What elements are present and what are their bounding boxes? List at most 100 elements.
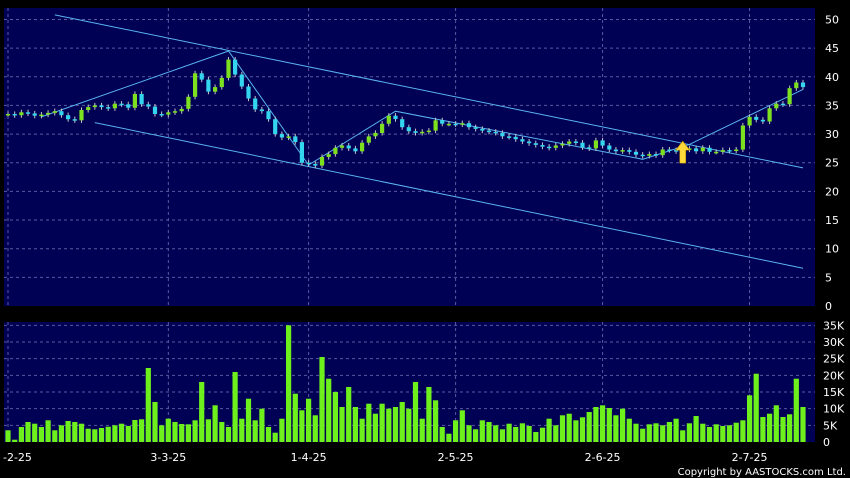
volume-bar [232,372,238,442]
volume-bar [693,416,699,442]
volume-bar [620,408,626,442]
candle [166,109,171,118]
candle-body [540,145,545,147]
volume-bar [439,427,445,442]
candle [794,79,799,91]
trendline-zigzag [41,50,804,166]
candle-body [99,105,104,108]
candle-body [500,132,505,137]
candle-body [132,94,137,108]
candle [573,138,578,146]
candle [286,133,291,141]
x-axis: -2-25 3-3-25 1-4-25 2-5-25 2-6-25 2-7-25 [3,451,768,464]
volume-tick-label: 30K [823,336,845,349]
volume-bar [586,412,592,442]
candle-body [720,150,725,152]
volume-bar [65,421,71,442]
candle [72,116,77,123]
volume-bar [199,382,205,442]
candle-body [346,145,351,149]
candle-body [166,112,171,115]
candle [400,116,405,130]
volume-bar [600,405,606,442]
candle-body [774,103,779,109]
volume-bar [660,425,666,442]
volume-bar [733,422,739,442]
candle-body [533,143,538,145]
candle-body [420,131,425,134]
volume-bar [165,418,171,442]
candle-body [79,110,84,121]
candle-body [520,139,525,142]
volume-bar [539,427,546,442]
candle-body [727,150,732,152]
candle-body [313,163,318,166]
candle [353,145,358,154]
candle-body [767,108,772,122]
candle [99,102,104,110]
candle-body [700,147,705,152]
volume-bar [5,430,11,442]
candle-body [473,127,478,129]
candle [66,112,71,122]
candle-body [647,154,652,156]
candle-body [760,119,765,122]
volume-bar [18,427,24,442]
candle-body [339,145,345,148]
candle-body [72,119,77,121]
candle [386,113,391,127]
candle-body [466,123,472,128]
candle-body [633,151,639,155]
candle-body [353,148,358,152]
candle [740,122,745,153]
candle-body [714,151,719,154]
volume-bar [52,430,58,442]
candle-body [747,116,752,126]
volume-bar [332,392,338,442]
price-panel: 0 5 10 15 20 25 30 35 40 45 50 [4,8,839,313]
volume-tick-label: 10K [823,403,845,416]
candle [480,126,485,134]
volume-bar [760,417,766,442]
candle [146,101,151,110]
candle-body [674,150,679,152]
x-tick-label: -2-25 [3,451,32,464]
candle-body [226,59,231,78]
candle-body [239,74,244,87]
volume-bar [653,423,659,442]
candle-body [186,96,191,109]
candle [172,108,178,115]
volume-bar [239,418,245,442]
volume-bar [38,427,44,442]
candle-body [112,103,117,109]
candle-body [393,115,398,120]
price-tick-label: 20 [825,185,839,198]
x-tick-label: 2-7-25 [732,451,768,464]
price-tick-label: 10 [825,243,839,256]
candle [727,147,732,154]
volume-bar [326,378,332,442]
candle [313,161,318,169]
candle [767,105,772,125]
volume-bar [459,410,465,442]
volume-bar [433,400,439,442]
candle-body [413,131,418,133]
candle-body [453,123,458,126]
candle [627,147,632,155]
candle [213,84,218,95]
candle [774,101,779,111]
candle [233,56,238,78]
volume-bar [185,424,191,442]
candle [473,124,478,132]
candle [560,141,565,149]
candle-body [480,128,485,131]
candle-body [253,98,258,110]
volume-bar [787,414,793,442]
candle-body [553,145,558,148]
candle-body [527,141,532,144]
volume-bar [352,407,358,442]
candle [420,129,425,136]
volume-bar [45,420,51,442]
candle [694,145,699,154]
